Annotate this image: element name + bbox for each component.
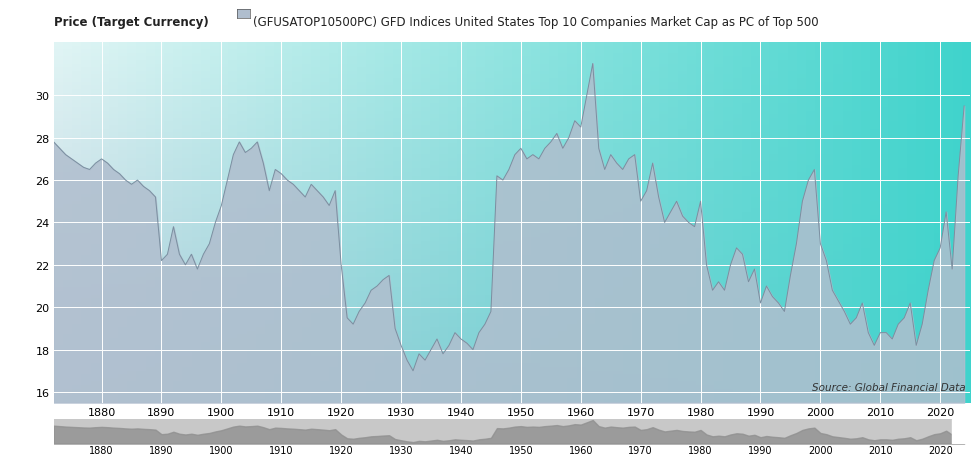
Text: (GFUSATOP10500PC) GFD Indices United States Top 10 Companies Market Cap as PC of: (GFUSATOP10500PC) GFD Indices United Sta… bbox=[253, 16, 818, 29]
Bar bbox=[953, 419, 975, 444]
Text: Price (Target Currency): Price (Target Currency) bbox=[54, 16, 209, 29]
Text: Source: Global Financial Data: Source: Global Financial Data bbox=[812, 382, 965, 392]
